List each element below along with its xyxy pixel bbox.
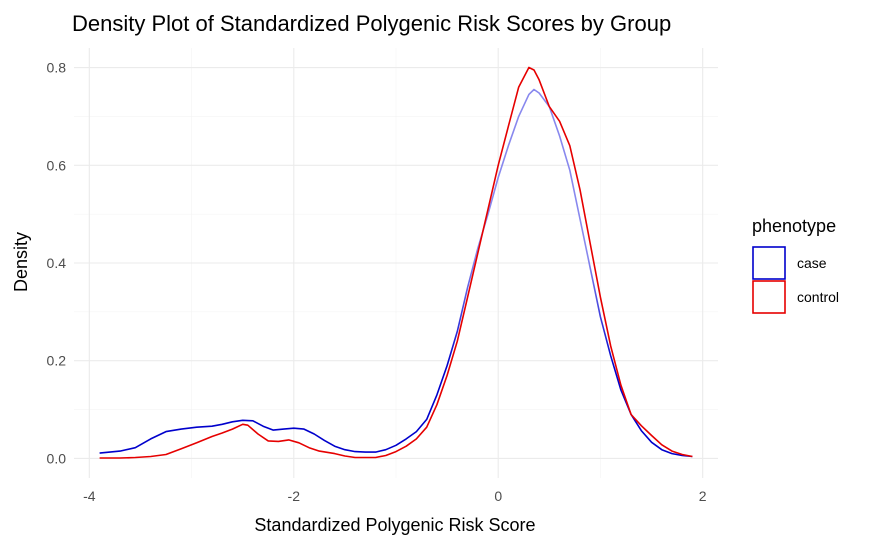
x-tick-label: 2 — [699, 488, 707, 504]
series-line-control — [99, 66, 693, 459]
plot-panel — [74, 48, 718, 478]
series-lines — [99, 66, 693, 459]
x-axis-ticks: -4 -2 0 2 — [83, 488, 707, 504]
legend-label-case: case — [797, 255, 827, 271]
legend-entries: case control — [752, 246, 839, 314]
chart-title: Density Plot of Standardized Polygenic R… — [72, 11, 671, 36]
legend: phenotype case control — [752, 216, 839, 314]
y-axis-ticks: 0.0 0.2 0.4 0.6 0.8 — [47, 60, 67, 467]
legend-label-control: control — [797, 289, 839, 305]
y-tick-label: 0.8 — [47, 60, 67, 76]
legend-key-case — [752, 246, 786, 280]
legend-title: phenotype — [752, 216, 836, 236]
y-tick-label: 0.4 — [47, 255, 67, 271]
series-line-case — [99, 88, 693, 458]
y-tick-label: 0.2 — [47, 353, 67, 369]
legend-key-control — [752, 280, 786, 314]
y-tick-label: 0.0 — [47, 450, 67, 466]
x-tick-label: 0 — [494, 488, 502, 504]
x-tick-label: -2 — [288, 488, 301, 504]
y-axis-title: Density — [11, 232, 31, 292]
y-tick-label: 0.6 — [47, 157, 67, 173]
x-axis-title: Standardized Polygenic Risk Score — [254, 515, 535, 535]
grid — [74, 48, 718, 478]
x-tick-label: -4 — [83, 488, 96, 504]
